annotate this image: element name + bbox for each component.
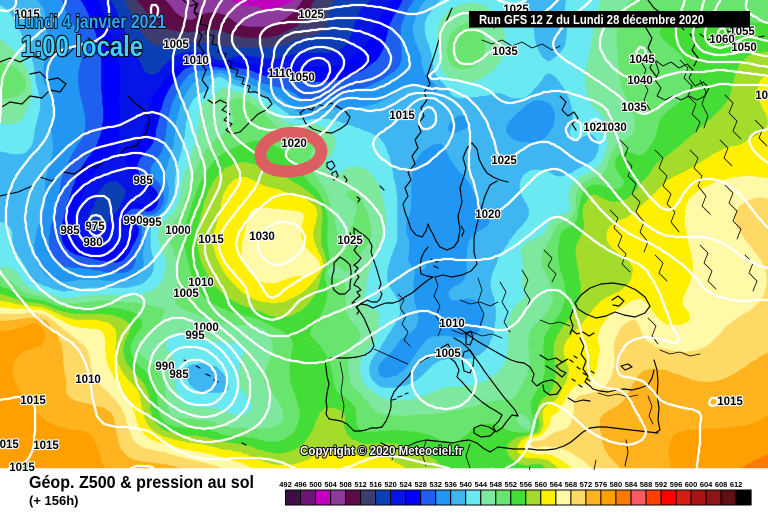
svg-text:1035: 1035 xyxy=(492,46,518,58)
svg-text:1040: 1040 xyxy=(627,75,653,87)
svg-text:1015: 1015 xyxy=(14,9,40,21)
svg-text:520: 520 xyxy=(384,480,397,489)
svg-text:1010: 1010 xyxy=(75,374,101,386)
svg-text:1000: 1000 xyxy=(193,322,219,334)
svg-text:1015: 1015 xyxy=(717,396,743,408)
svg-text:990: 990 xyxy=(123,215,142,227)
svg-text:540: 540 xyxy=(459,480,472,489)
svg-text:1110: 1110 xyxy=(268,68,292,80)
svg-text:544: 544 xyxy=(475,480,488,489)
svg-text:1005: 1005 xyxy=(163,39,189,51)
svg-text:560: 560 xyxy=(535,480,548,489)
svg-text:1050: 1050 xyxy=(289,72,315,84)
svg-text:1030: 1030 xyxy=(601,122,627,134)
svg-text:985: 985 xyxy=(60,225,80,237)
svg-text:Copyright © 2020 Meteociel.fr: Copyright © 2020 Meteociel.fr xyxy=(300,444,463,458)
svg-text:1005: 1005 xyxy=(173,288,199,300)
svg-text:580: 580 xyxy=(610,480,623,489)
svg-text:536: 536 xyxy=(444,480,457,489)
svg-text:492: 492 xyxy=(279,480,292,489)
svg-text:500: 500 xyxy=(309,480,322,489)
svg-text:1005: 1005 xyxy=(435,348,461,360)
svg-text:1000: 1000 xyxy=(165,225,191,237)
svg-text:Run GFS 12 Z du Lundi 28 décem: Run GFS 12 Z du Lundi 28 décembre 2020 xyxy=(479,12,704,27)
svg-text:548: 548 xyxy=(490,480,503,489)
svg-text:1045: 1045 xyxy=(629,54,655,66)
svg-text:604: 604 xyxy=(700,480,713,489)
svg-text:504: 504 xyxy=(324,480,337,489)
svg-text:1015: 1015 xyxy=(9,462,35,474)
svg-text:532: 532 xyxy=(429,480,442,489)
svg-text:990: 990 xyxy=(155,361,174,373)
svg-text:612: 612 xyxy=(730,480,743,489)
svg-text:995: 995 xyxy=(185,330,205,342)
svg-text:516: 516 xyxy=(369,480,382,489)
svg-text:556: 556 xyxy=(520,480,533,489)
svg-text:524: 524 xyxy=(399,480,412,489)
svg-text:(+ 156h): (+ 156h) xyxy=(29,493,79,508)
svg-text:576: 576 xyxy=(595,480,608,489)
svg-text:596: 596 xyxy=(670,480,683,489)
svg-text:1050: 1050 xyxy=(731,42,757,54)
svg-text:1015: 1015 xyxy=(20,395,46,407)
svg-text:1010: 1010 xyxy=(183,55,209,67)
svg-text:1035: 1035 xyxy=(621,102,647,114)
svg-text:Géop. Z500 & pression au sol: Géop. Z500 & pression au sol xyxy=(29,472,254,492)
svg-text:1015: 1015 xyxy=(198,234,224,246)
svg-text:1030: 1030 xyxy=(755,90,768,102)
svg-text:564: 564 xyxy=(550,480,563,489)
svg-text:995: 995 xyxy=(142,217,162,229)
svg-text:584: 584 xyxy=(625,480,638,489)
svg-text:980: 980 xyxy=(83,237,102,249)
svg-text:588: 588 xyxy=(640,480,653,489)
svg-text:1055: 1055 xyxy=(729,26,755,38)
svg-text:985: 985 xyxy=(133,175,153,187)
svg-text:508: 508 xyxy=(339,480,352,489)
svg-text:1015: 1015 xyxy=(389,110,415,122)
svg-text:512: 512 xyxy=(354,480,367,489)
svg-text:1020: 1020 xyxy=(583,122,609,134)
svg-text:1025: 1025 xyxy=(491,155,517,167)
svg-text:1060: 1060 xyxy=(709,34,735,46)
svg-text:975: 975 xyxy=(85,221,105,233)
svg-text:496: 496 xyxy=(294,480,307,489)
svg-text:1010: 1010 xyxy=(439,318,465,330)
svg-text:1:00 locale: 1:00 locale xyxy=(21,31,143,63)
svg-text:1025: 1025 xyxy=(337,235,363,247)
svg-text:608: 608 xyxy=(715,480,728,489)
svg-text:1010: 1010 xyxy=(188,277,214,289)
svg-text:528: 528 xyxy=(414,480,427,489)
svg-text:572: 572 xyxy=(580,480,593,489)
svg-text:1025: 1025 xyxy=(298,9,324,21)
svg-text:592: 592 xyxy=(655,480,668,489)
svg-text:1015: 1015 xyxy=(0,439,19,451)
svg-text:985: 985 xyxy=(169,369,189,381)
svg-text:Lundi 4 janvier 2021: Lundi 4 janvier 2021 xyxy=(15,12,166,33)
svg-text:1020: 1020 xyxy=(281,138,307,150)
svg-text:600: 600 xyxy=(685,480,698,489)
svg-text:552: 552 xyxy=(505,480,518,489)
svg-text:1020: 1020 xyxy=(475,209,501,221)
svg-text:1030: 1030 xyxy=(249,231,275,243)
svg-text:568: 568 xyxy=(565,480,578,489)
svg-text:1015: 1015 xyxy=(33,440,59,452)
